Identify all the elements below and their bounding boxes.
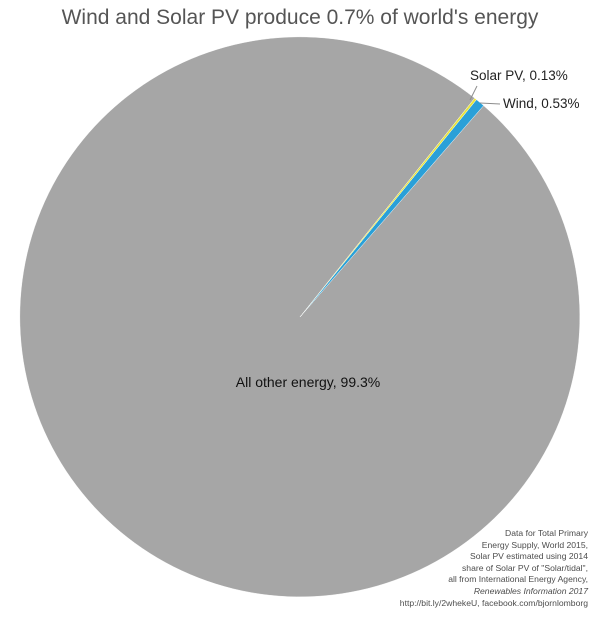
pie-slice-solar-pv[interactable] [299,97,477,318]
chart-title: Wind and Solar PV produce 0.7% of world'… [61,6,539,29]
source-line: all from International Energy Agency, [448,574,588,585]
leader-line-solar-pv [469,85,478,101]
source-publication: Renewables Information 2017 [473,585,588,596]
data-label-wind: Wind, 0.53% [503,96,580,111]
source-links: http://bit.ly/2whekeU, facebook.com/bjor… [399,597,588,608]
source-line: share of Solar PV of "Solar/tidal", [462,562,588,573]
data-label-solar-pv: Solar PV, 0.13% [470,68,568,83]
pie-slice-all-other-energy[interactable] [19,36,581,598]
leader-line-wind [479,102,501,105]
source-line: Energy Supply, World 2015, [481,539,588,550]
source-note: Data for Total Primary Energy Supply, Wo… [288,528,588,609]
source-line: Solar PV estimated using 2014 [470,551,588,562]
data-label-all-other-energy: All other energy, 99.3% [236,374,381,390]
source-line: Data for Total Primary [505,528,588,538]
